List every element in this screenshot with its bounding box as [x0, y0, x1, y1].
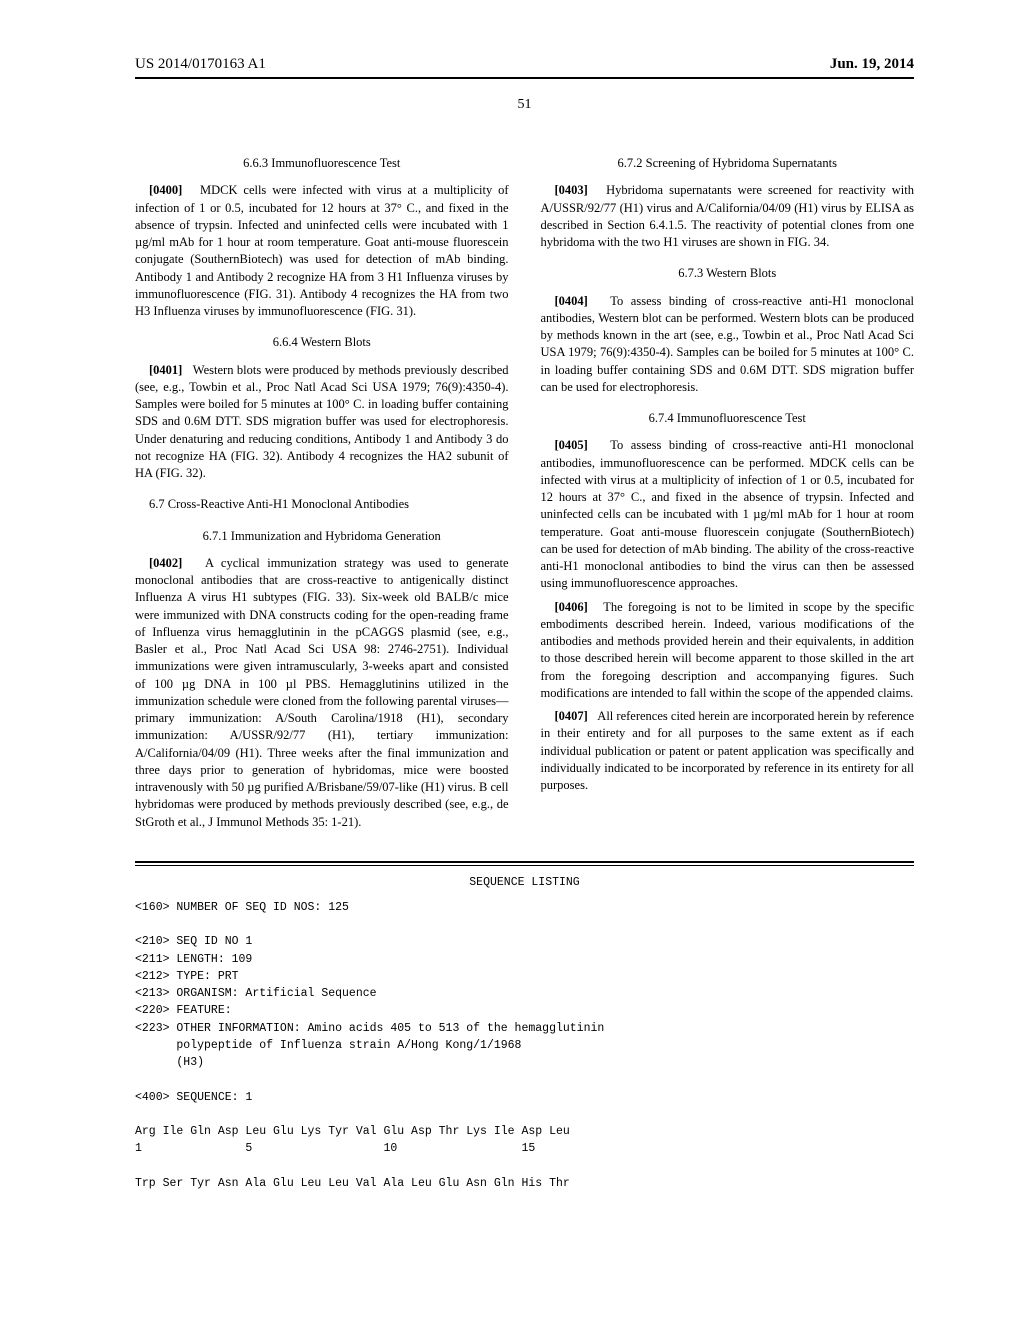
para-text-0401: Western blots were produced by methods p…: [135, 363, 509, 481]
para-text-0405: To assess binding of cross-reactive anti…: [541, 438, 915, 590]
header-rule: [135, 77, 914, 79]
para-text-0403: Hybridoma supernatants were screened for…: [541, 183, 915, 249]
section-title-67: 6.7 Cross-Reactive Anti-H1 Monoclonal An…: [135, 496, 509, 513]
publication-number: US 2014/0170163 A1: [135, 56, 266, 73]
para-text-0404: To assess binding of cross-reactive anti…: [541, 294, 915, 394]
seq-line-213: <213> ORGANISM: Artificial Sequence: [135, 987, 377, 1000]
two-column-body: 6.6.3 Immunofluorescence Test [0400] MDC…: [135, 141, 914, 837]
section-title-664: 6.6.4 Western Blots: [135, 334, 509, 351]
seq-nums-line1: 1 5 10 15: [135, 1142, 535, 1155]
sequence-rule-thin: [135, 865, 914, 866]
para-num-0400: [0400]: [149, 183, 182, 197]
seq-aa-line2: Trp Ser Tyr Asn Ala Glu Leu Leu Val Ala …: [135, 1177, 570, 1190]
paragraph-0403: [0403] Hybridoma supernatants were scree…: [541, 182, 915, 251]
paragraph-0404: [0404] To assess binding of cross-reacti…: [541, 293, 915, 397]
section-title-671: 6.7.1 Immunization and Hybridoma Generat…: [135, 528, 509, 545]
seq-line-223c: (H3): [135, 1056, 204, 1069]
section-title-673: 6.7.3 Western Blots: [541, 265, 915, 282]
paragraph-0406: [0406] The foregoing is not to be limite…: [541, 599, 915, 703]
seq-line-210: <210> SEQ ID NO 1: [135, 935, 252, 948]
patent-page: US 2014/0170163 A1 Jun. 19, 2014 51 6.6.…: [0, 0, 1024, 1320]
section-title-674: 6.7.4 Immunofluorescence Test: [541, 410, 915, 427]
para-text-0402: A cyclical immunization strategy was use…: [135, 556, 509, 829]
section-title-663: 6.6.3 Immunofluorescence Test: [135, 155, 509, 172]
sequence-block: <160> NUMBER OF SEQ ID NOS: 125 <210> SE…: [135, 899, 914, 1192]
paragraph-0407: [0407] All references cited herein are i…: [541, 708, 915, 794]
paragraph-0402: [0402] A cyclical immunization strategy …: [135, 555, 509, 831]
seq-line-223a: <223> OTHER INFORMATION: Amino acids 405…: [135, 1022, 604, 1035]
seq-line-223b: polypeptide of Influenza strain A/Hong K…: [135, 1039, 521, 1052]
left-column: 6.6.3 Immunofluorescence Test [0400] MDC…: [135, 141, 509, 837]
sequence-rule-top: [135, 861, 914, 863]
page-number: 51: [135, 97, 914, 113]
seq-aa-line1: Arg Ile Gln Asp Leu Glu Lys Tyr Val Glu …: [135, 1125, 570, 1138]
publication-date: Jun. 19, 2014: [830, 56, 914, 73]
para-num-0406: [0406]: [555, 600, 588, 614]
paragraph-0401: [0401] Western blots were produced by me…: [135, 362, 509, 483]
para-num-0404: [0404]: [555, 294, 588, 308]
right-column: 6.7.2 Screening of Hybridoma Supernatant…: [541, 141, 915, 837]
seq-line-220: <220> FEATURE:: [135, 1004, 232, 1017]
page-header: US 2014/0170163 A1 Jun. 19, 2014: [135, 56, 914, 73]
para-num-0407: [0407]: [555, 709, 588, 723]
section-title-672: 6.7.2 Screening of Hybridoma Supernatant…: [541, 155, 915, 172]
seq-line-211: <211> LENGTH: 109: [135, 953, 252, 966]
seq-line-212: <212> TYPE: PRT: [135, 970, 239, 983]
para-num-0402: [0402]: [149, 556, 182, 570]
seq-line-400: <400> SEQUENCE: 1: [135, 1091, 252, 1104]
para-num-0403: [0403]: [555, 183, 588, 197]
para-text-0400: MDCK cells were infected with virus at a…: [135, 183, 509, 318]
para-text-0406: The foregoing is not to be limited in sc…: [541, 600, 915, 700]
paragraph-0405: [0405] To assess binding of cross-reacti…: [541, 437, 915, 592]
paragraph-0400: [0400] MDCK cells were infected with vir…: [135, 182, 509, 320]
para-num-0405: [0405]: [555, 438, 588, 452]
para-num-0401: [0401]: [149, 363, 182, 377]
sequence-listing-heading: SEQUENCE LISTING: [135, 876, 914, 889]
para-text-0407: All references cited herein are incorpor…: [541, 709, 915, 792]
seq-line-160: <160> NUMBER OF SEQ ID NOS: 125: [135, 901, 349, 914]
